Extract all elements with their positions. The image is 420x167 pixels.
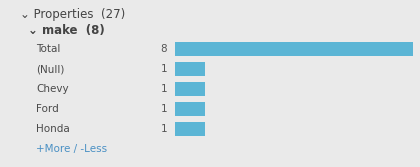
Text: ⌄ make  (8): ⌄ make (8): [28, 24, 105, 37]
Text: 1: 1: [160, 84, 167, 94]
Text: Total: Total: [36, 44, 60, 54]
Text: 8: 8: [160, 44, 167, 54]
Bar: [175, 42, 413, 56]
Text: ⌄ Properties  (27): ⌄ Properties (27): [20, 8, 125, 21]
Bar: [175, 82, 205, 96]
Text: Ford: Ford: [36, 104, 59, 114]
Text: 1: 1: [160, 124, 167, 134]
Text: +More / -Less: +More / -Less: [36, 144, 107, 154]
Bar: [175, 102, 205, 116]
Text: Honda: Honda: [36, 124, 70, 134]
Text: 1: 1: [160, 64, 167, 74]
Text: 1: 1: [160, 104, 167, 114]
Bar: [175, 62, 205, 76]
Text: (Null): (Null): [36, 64, 64, 74]
Bar: [175, 122, 205, 136]
Text: Chevy: Chevy: [36, 84, 68, 94]
